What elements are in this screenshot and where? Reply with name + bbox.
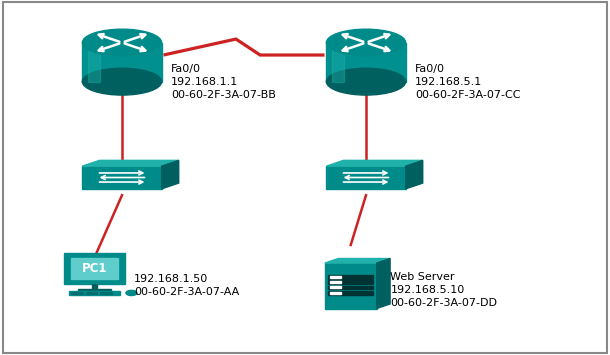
Bar bbox=[328, 286, 373, 289]
Bar bbox=[71, 292, 82, 294]
Ellipse shape bbox=[126, 290, 137, 296]
Bar bbox=[82, 43, 162, 82]
Ellipse shape bbox=[326, 29, 406, 56]
Bar bbox=[64, 253, 125, 284]
Bar bbox=[331, 286, 342, 288]
Polygon shape bbox=[326, 166, 406, 189]
Bar bbox=[331, 276, 342, 278]
Bar bbox=[328, 291, 373, 295]
Bar bbox=[88, 43, 100, 82]
Bar bbox=[331, 292, 342, 294]
Polygon shape bbox=[325, 258, 390, 263]
Bar bbox=[78, 289, 111, 292]
Bar bbox=[331, 281, 342, 283]
Bar bbox=[325, 263, 376, 308]
Polygon shape bbox=[376, 258, 390, 308]
Ellipse shape bbox=[82, 68, 162, 95]
Polygon shape bbox=[162, 160, 179, 189]
Bar bbox=[328, 280, 373, 284]
Text: 192.168.1.50
00-60-2F-3A-07-AA: 192.168.1.50 00-60-2F-3A-07-AA bbox=[134, 274, 240, 297]
Text: Fa0/0
192.168.5.1
00-60-2F-3A-07-CC: Fa0/0 192.168.5.1 00-60-2F-3A-07-CC bbox=[415, 64, 520, 100]
Bar bbox=[68, 291, 121, 295]
Polygon shape bbox=[326, 160, 423, 166]
Polygon shape bbox=[406, 160, 423, 189]
Polygon shape bbox=[82, 160, 179, 166]
Ellipse shape bbox=[326, 68, 406, 95]
Bar bbox=[86, 292, 97, 294]
Bar bbox=[71, 258, 118, 279]
Bar bbox=[100, 292, 112, 294]
Text: PC1: PC1 bbox=[82, 262, 107, 275]
Polygon shape bbox=[82, 166, 162, 189]
Text: Web Server
192.168.5.10
00-60-2F-3A-07-DD: Web Server 192.168.5.10 00-60-2F-3A-07-D… bbox=[390, 272, 497, 308]
Bar bbox=[92, 284, 97, 289]
Text: Fa0/0
192.168.1.1
00-60-2F-3A-07-BB: Fa0/0 192.168.1.1 00-60-2F-3A-07-BB bbox=[171, 64, 276, 100]
Bar bbox=[332, 43, 344, 82]
Bar bbox=[326, 43, 406, 82]
Ellipse shape bbox=[82, 29, 162, 56]
Bar bbox=[328, 275, 373, 279]
